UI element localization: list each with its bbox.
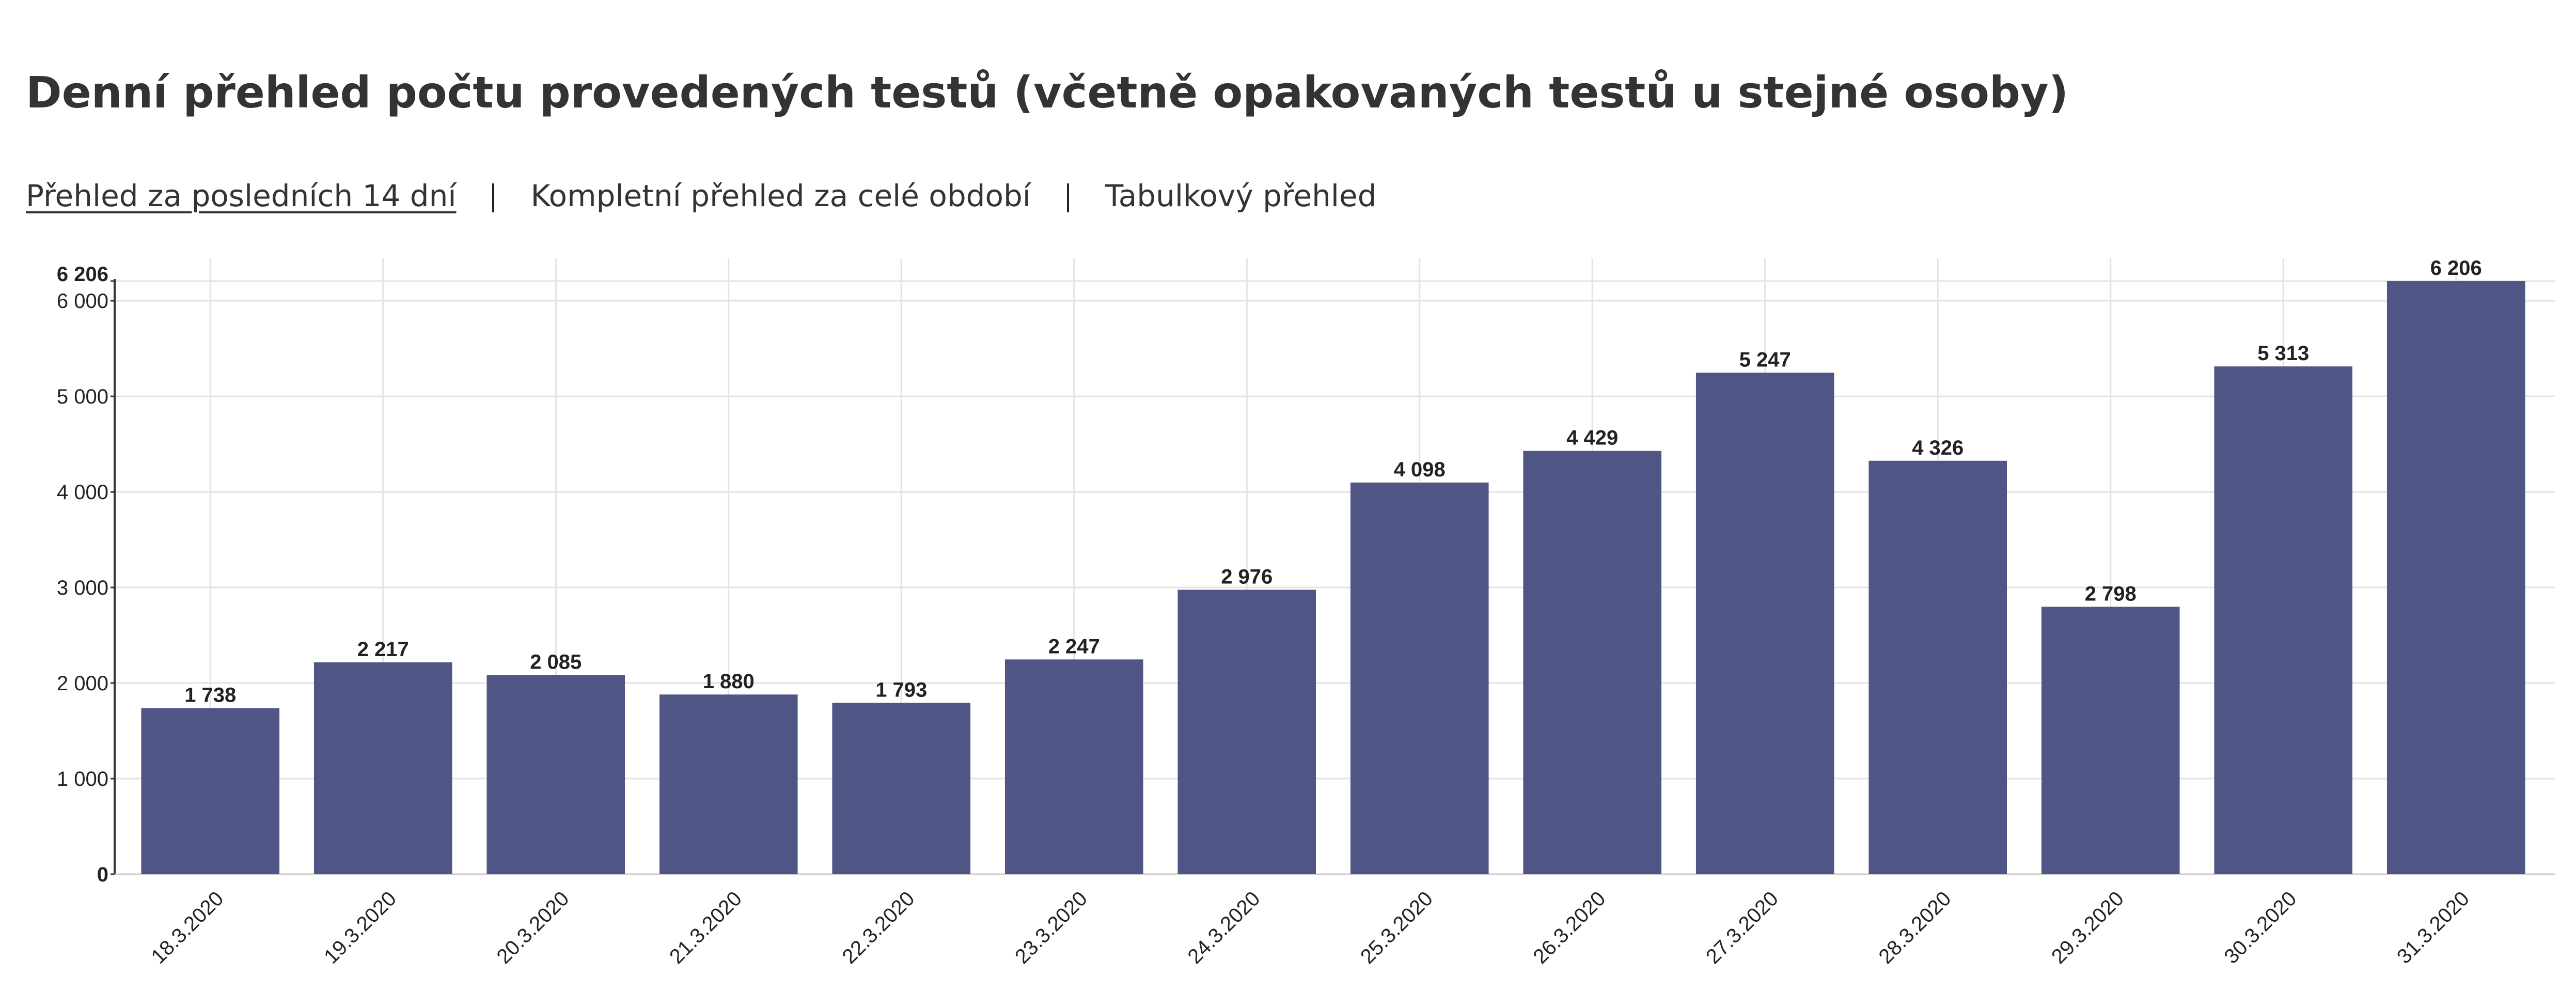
x-tick-label: 31.3.2020 — [2393, 887, 2474, 968]
value-label: 2 247 — [1048, 635, 1100, 658]
x-tick-label: 20.3.2020 — [492, 887, 573, 968]
x-tick-label: 26.3.2020 — [1529, 887, 1610, 968]
x-tick-label: 18.3.2020 — [147, 887, 228, 968]
x-tick-label: 24.3.2020 — [1183, 887, 1264, 968]
value-label: 5 247 — [1739, 348, 1791, 371]
page-title: Denní přehled počtu provedených testů (v… — [26, 67, 2069, 118]
x-tick-label: 22.3.2020 — [838, 887, 919, 968]
bar — [1004, 659, 1143, 874]
bar — [1350, 482, 1489, 874]
x-tick-label: 30.3.2020 — [2220, 887, 2301, 968]
x-tick-label: 29.3.2020 — [2047, 887, 2128, 968]
y-tick-label: 3 000 — [57, 577, 108, 599]
value-label: 4 326 — [1912, 437, 1964, 459]
tab-bar: Přehled za posledních 14 dní Kompletní př… — [26, 178, 1377, 213]
y-tick-label: 2 000 — [57, 672, 108, 695]
bar — [659, 694, 798, 874]
y-tick-label: 0 — [97, 863, 108, 886]
bar — [2386, 281, 2525, 874]
value-label: 2 976 — [1221, 565, 1273, 588]
y-tick-label: 5 000 — [57, 385, 108, 408]
bar — [1695, 373, 1834, 874]
tab[interactable]: Přehled za posledních 14 dní — [26, 178, 457, 213]
x-tick-label: 25.3.2020 — [1356, 887, 1437, 968]
x-tick-label: 28.3.2020 — [1874, 887, 1955, 968]
bar — [2214, 366, 2353, 874]
separator — [1066, 183, 1069, 212]
value-label: 6 206 — [2430, 257, 2482, 280]
y-tick-label: 4 000 — [57, 481, 108, 504]
value-label: 1 880 — [703, 670, 755, 693]
value-label: 2 798 — [2085, 582, 2137, 605]
y-tick-label: 6 000 — [57, 290, 108, 313]
y-tick-label: 6 206 — [57, 263, 108, 286]
bar — [486, 675, 625, 874]
bar — [1523, 451, 1662, 874]
bar — [313, 662, 452, 874]
bar — [1868, 460, 2007, 874]
bar — [141, 708, 280, 874]
value-label: 2 217 — [357, 638, 409, 661]
x-tick-label: 23.3.2020 — [1011, 887, 1092, 968]
separator — [492, 183, 495, 212]
value-label: 4 098 — [1394, 458, 1446, 481]
value-label: 1 738 — [184, 684, 236, 707]
x-tick-label: 21.3.2020 — [665, 887, 746, 968]
tab[interactable]: Kompletní přehled za celé období — [530, 178, 1031, 213]
value-label: 5 313 — [2257, 342, 2309, 365]
value-label: 2 085 — [530, 650, 582, 673]
value-label: 1 793 — [875, 678, 927, 701]
value-label: 4 429 — [1566, 427, 1618, 450]
bar — [1177, 590, 1316, 874]
bar — [832, 703, 971, 874]
tab[interactable]: Tabulkový přehled — [1105, 178, 1377, 213]
x-tick-label: 27.3.2020 — [1702, 887, 1783, 968]
x-tick-label: 19.3.2020 — [320, 887, 401, 968]
y-tick-label: 1 000 — [57, 768, 108, 791]
bar — [2041, 607, 2180, 874]
